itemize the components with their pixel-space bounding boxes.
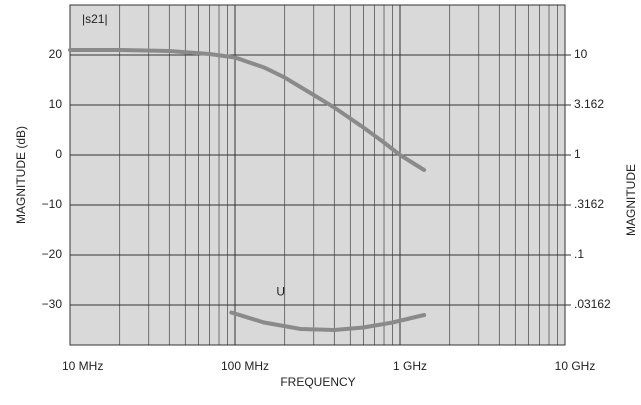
plot-area — [70, 5, 565, 345]
y-tick-label: 20 — [49, 47, 63, 61]
x-tick-label: 100 MHz — [221, 359, 269, 373]
plot-frame — [69, 4, 566, 346]
y-tick-label: −30 — [42, 297, 63, 311]
y-axis-label: MAGNITUDE (dB) — [14, 126, 28, 224]
series-line — [229, 310, 427, 333]
x-tick-label: 10 MHz — [62, 359, 103, 373]
y2-tick-label: .03162 — [574, 297, 611, 311]
x-axis-label: FREQUENCY — [280, 375, 355, 389]
y2-axis-label: MAGNITUDE — [624, 164, 638, 236]
y-tick-label: −20 — [42, 247, 63, 261]
series-label: |s21| — [82, 12, 108, 26]
series-label: U — [276, 285, 285, 299]
y2-tick-label: .3162 — [574, 197, 604, 211]
y2-tick-label: 10 — [574, 47, 588, 61]
y2-tick-label: 1 — [574, 147, 581, 161]
y-tick-label: 0 — [55, 147, 62, 161]
x-tick-label: 1 GHz — [393, 359, 427, 373]
y-tick-label: −10 — [42, 197, 63, 211]
y2-tick-label: 3.162 — [574, 97, 604, 111]
series-line — [68, 48, 427, 172]
y2-tick-label: .1 — [574, 247, 584, 261]
x-tick-label: 10 GHz — [555, 359, 596, 373]
y-tick-label: 10 — [49, 97, 63, 111]
